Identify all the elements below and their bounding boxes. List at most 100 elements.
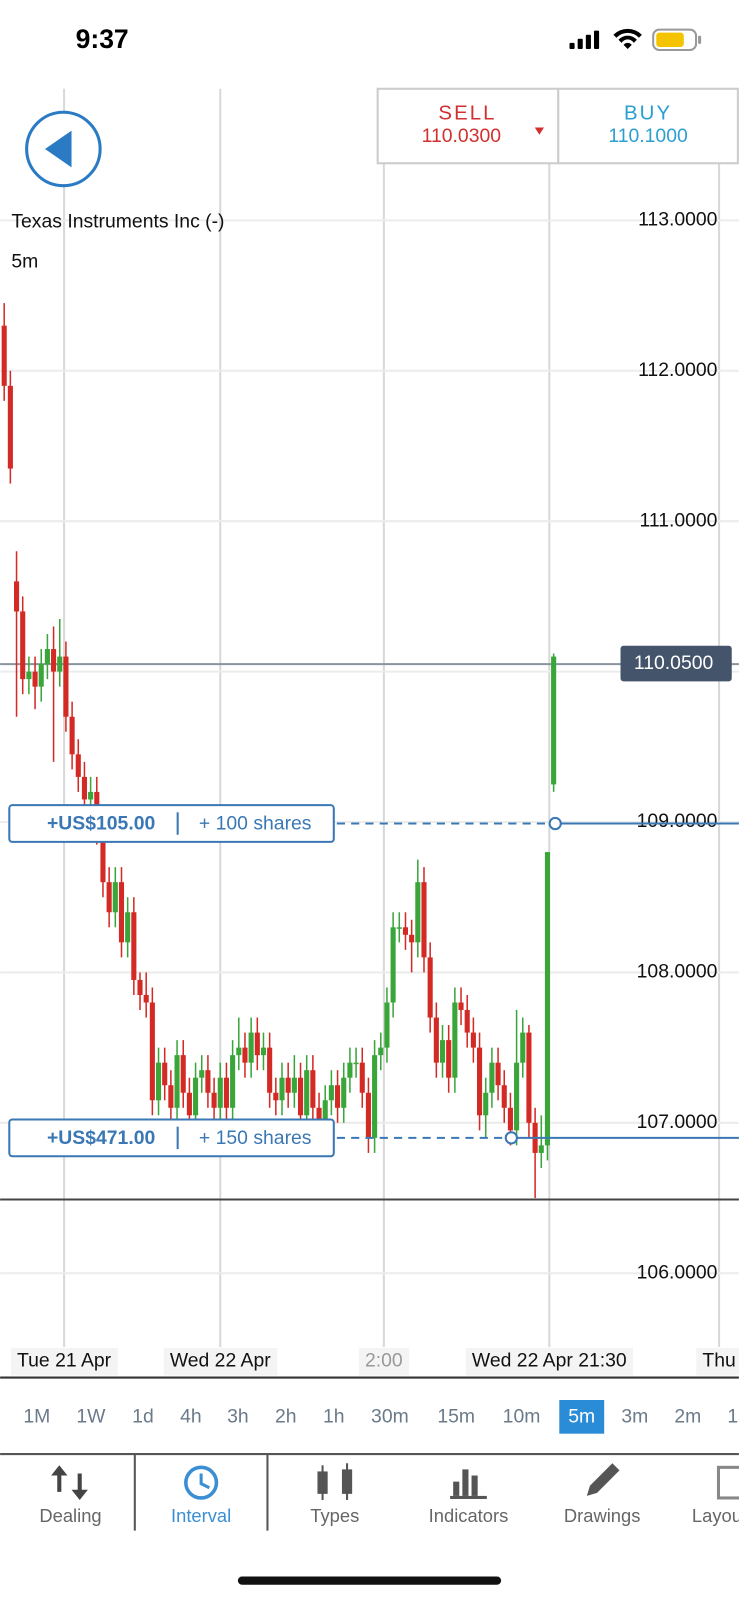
candle-body (458, 1002, 464, 1011)
tab-label[interactable]: Dealing (39, 1505, 101, 1526)
sell-arrow (534, 127, 544, 135)
position-marker (548, 816, 562, 831)
candle-body (193, 1077, 199, 1116)
candle-body (285, 1077, 291, 1093)
candle-body (316, 1107, 322, 1123)
candle-body (7, 385, 13, 469)
candle-body (168, 1085, 174, 1108)
buy-label: BUY (624, 103, 672, 125)
candle-body (477, 1047, 483, 1116)
x-tick-label: Tue 21 Apr (17, 1349, 112, 1371)
candle-body (199, 1070, 205, 1078)
tab-label[interactable]: Layout (692, 1505, 739, 1526)
candle-body (112, 882, 118, 913)
interval-option[interactable]: 1M (23, 1405, 50, 1427)
interval-option[interactable]: 1W (76, 1405, 106, 1427)
candle-body (452, 1002, 458, 1078)
interval-option[interactable]: 4h (180, 1405, 202, 1427)
interval-option[interactable]: 1d (132, 1405, 154, 1427)
chart: 106.0000107.0000108.0000109.0000110.0000… (0, 88, 739, 1376)
candle-body (526, 1032, 532, 1123)
candle-body (489, 1062, 495, 1093)
candle-body (63, 656, 69, 717)
y-tick-label: 108.0000 (637, 961, 718, 983)
candle-body (69, 716, 75, 755)
interval-option[interactable]: 15m (437, 1405, 475, 1427)
sell-price: 110.0300 (422, 125, 502, 147)
interval-option[interactable]: 2h (275, 1405, 297, 1427)
interval-option[interactable]: 30m (371, 1405, 409, 1427)
home-indicator (237, 1576, 502, 1585)
candle-body (495, 1062, 501, 1086)
candle-body (514, 1062, 520, 1131)
x-tick-label: 2:00 (365, 1349, 403, 1371)
candle-body (1, 325, 7, 386)
candle-body (20, 611, 26, 680)
interval-option[interactable]: 2m (674, 1405, 701, 1427)
tab-label[interactable]: Types (310, 1505, 359, 1526)
candle-body (13, 581, 20, 612)
candle-body (57, 656, 63, 672)
back-arrow (45, 130, 72, 168)
tab-icons (51, 1463, 739, 1500)
candle-body (353, 1062, 359, 1065)
interval-option[interactable]: 5m (568, 1405, 595, 1427)
x-tick-background (163, 1347, 278, 1376)
interval-selected (559, 1400, 605, 1434)
buy-button[interactable] (557, 87, 739, 165)
x-tick-background (465, 1347, 634, 1376)
position-box[interactable] (8, 804, 335, 843)
candle-body (44, 649, 50, 665)
candle-body (279, 1077, 285, 1101)
candle-body (100, 829, 106, 883)
current-price-tag (620, 645, 732, 682)
candle-body (483, 1092, 489, 1116)
x-tick-background (10, 1347, 118, 1376)
interval-option[interactable]: 10m (503, 1405, 541, 1427)
candle-body (118, 882, 125, 943)
y-tick-label: 106.0000 (637, 1261, 718, 1283)
candle-body (291, 1077, 297, 1093)
candle-body (131, 912, 137, 980)
candle-body (384, 1002, 390, 1048)
x-tick-background (696, 1347, 739, 1376)
candle-body (409, 934, 415, 943)
position-marker (504, 1131, 518, 1145)
interval-option[interactable]: 1h (323, 1405, 345, 1427)
candle-body (273, 1092, 279, 1101)
interval-option[interactable]: 3m (621, 1405, 648, 1427)
candle-body (217, 1077, 223, 1108)
candle-body (328, 1085, 334, 1101)
candle-body (538, 1145, 544, 1153)
candle-body (421, 882, 427, 958)
sell-button[interactable] (376, 87, 560, 165)
interval-option[interactable]: 1 (727, 1405, 738, 1427)
interval-option[interactable]: 3h (227, 1405, 249, 1427)
tab-label[interactable]: Drawings (564, 1505, 641, 1526)
candle-body (174, 1055, 180, 1108)
candle-body (378, 1047, 384, 1056)
position-box[interactable] (8, 1118, 335, 1158)
tab-label[interactable]: Interval (171, 1505, 231, 1526)
candle-body (106, 882, 112, 913)
candle-body (248, 1032, 254, 1063)
candle-body (75, 754, 81, 777)
candle-body (372, 1055, 378, 1138)
candle-body (544, 852, 551, 1146)
chart-title: Texas Instruments Inc (-) (11, 211, 224, 233)
x-tick-label: Thu (702, 1349, 735, 1371)
tab-label[interactable]: Indicators (429, 1505, 509, 1526)
candle-body (186, 1092, 192, 1116)
candle-body (155, 1062, 162, 1101)
x-tick-background (358, 1347, 410, 1376)
candle-body (415, 882, 421, 943)
candle-body (230, 1055, 236, 1108)
candle-body (402, 927, 409, 935)
candle-body (260, 1047, 267, 1056)
candle-body (143, 994, 149, 1003)
candle-body (335, 1085, 341, 1108)
y-tick-label: 107.0000 (637, 1111, 718, 1133)
candle-body (88, 791, 94, 800)
